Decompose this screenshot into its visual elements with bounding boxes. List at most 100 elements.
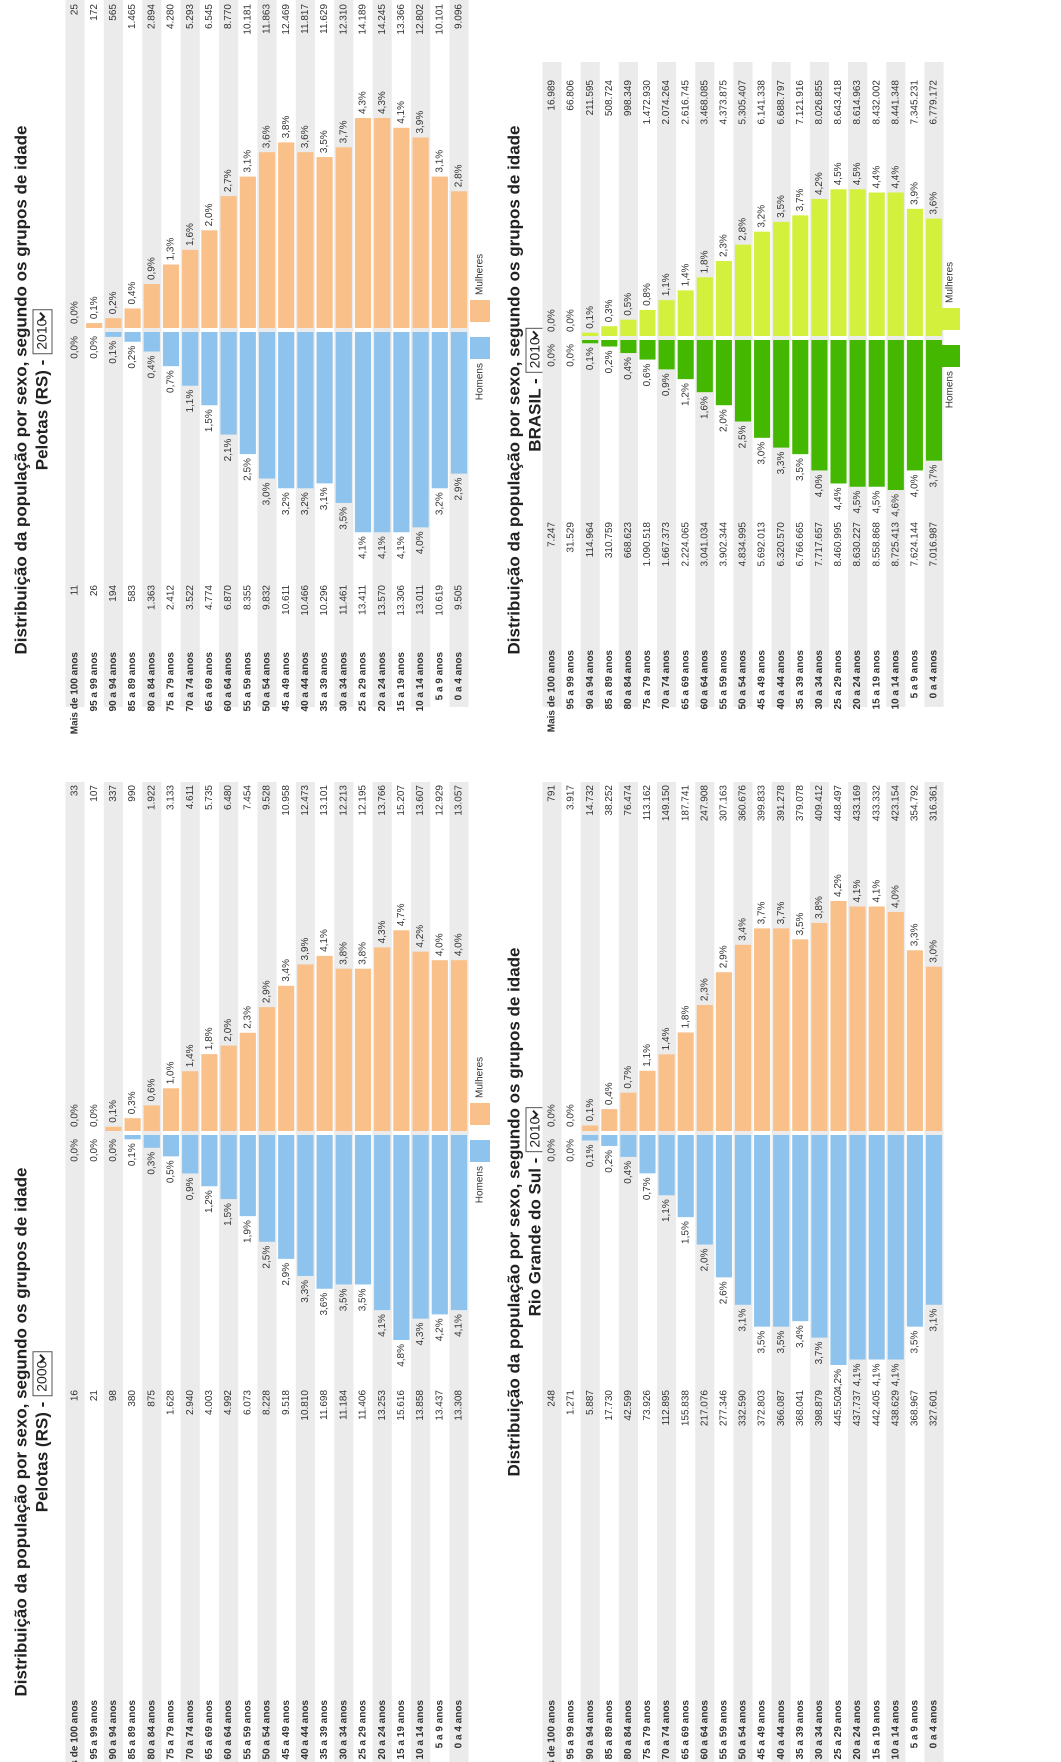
women-bar <box>773 928 790 1131</box>
women-count: 307.163 <box>719 785 730 822</box>
women-pct-label: 2,9% <box>262 980 273 1003</box>
age-label: 35 a 39 anos <box>795 1700 806 1760</box>
men-bar <box>220 331 237 435</box>
women-pct-label: 2,3% <box>242 1006 253 1029</box>
women-bar <box>715 261 732 336</box>
women-bar <box>639 309 656 336</box>
women-bar <box>677 1032 694 1131</box>
women-bar <box>412 951 429 1131</box>
women-bar <box>162 264 180 328</box>
men-pct-label: 3,2% <box>300 492 311 515</box>
men-bar <box>297 331 314 489</box>
age-label: 35 a 39 anos <box>319 1700 330 1760</box>
women-bar <box>431 176 448 328</box>
women-pct-label: 4,3% <box>358 91 369 114</box>
men-bar <box>677 340 694 380</box>
men-count: 1.271 <box>566 1390 577 1415</box>
women-bar <box>335 968 352 1131</box>
women-count: 15.207 <box>396 785 407 816</box>
women-count: 38.252 <box>604 785 615 816</box>
women-count: 6.779.172 <box>929 80 940 125</box>
age-label: Mais de 100 anos <box>70 1700 81 1762</box>
men-count: 21 <box>89 1390 100 1402</box>
women-pct-label: 2,8% <box>738 218 749 241</box>
men-pct-label: 0,6% <box>642 363 653 386</box>
women-bar <box>734 944 752 1131</box>
women-pct-label: 0,4% <box>604 1082 615 1105</box>
men-pct-label: 0,9% <box>661 373 672 396</box>
women-pct-label: 3,6% <box>262 125 273 148</box>
men-pct-label: 4,2% <box>833 1369 844 1392</box>
year-dropdown-value[interactable]: 2010 <box>527 1116 543 1147</box>
dropdown-arrow[interactable] <box>39 1354 46 1364</box>
row-stripe <box>103 782 124 1762</box>
men-count: 10.810 <box>300 1390 311 1421</box>
men-bar <box>601 1135 618 1146</box>
age-label: 20 a 24 anos <box>852 1700 863 1760</box>
women-pct-label: 3,6% <box>300 125 311 148</box>
women-bar <box>696 277 713 336</box>
men-pct-label: 1,5% <box>204 409 215 432</box>
age-label: 10 a 14 anos <box>890 650 901 710</box>
women-pct-label: 3,8% <box>358 942 369 965</box>
men-bar <box>887 340 904 490</box>
women-bar <box>450 960 468 1131</box>
men-pct-label: 0,0% <box>566 344 577 367</box>
women-pct-label: 1,4% <box>185 1044 196 1067</box>
women-pct-label: 3,5% <box>319 130 330 153</box>
women-count: 4.373.875 <box>719 80 730 125</box>
men-count: 6.073 <box>242 1390 253 1415</box>
women-count: 66.806 <box>566 80 577 111</box>
women-bar <box>887 911 904 1131</box>
age-label: 35 a 39 anos <box>319 652 330 712</box>
women-bar <box>601 1109 618 1131</box>
year-dropdown-value[interactable]: 2000 <box>34 1360 50 1391</box>
men-pct-label: 1,6% <box>699 396 710 419</box>
women-count: 149.150 <box>661 785 672 822</box>
women-count: 12.473 <box>300 785 311 816</box>
men-bar <box>450 1134 468 1311</box>
age-label: 60 a 64 anos <box>223 652 234 712</box>
women-count: 3.917 <box>566 785 577 810</box>
women-count: 433.169 <box>852 785 863 822</box>
age-label: 20 a 24 anos <box>852 650 863 710</box>
women-pct-label: 4,0% <box>454 933 465 956</box>
year-dropdown[interactable] <box>32 1351 53 1397</box>
age-label: 45 a 49 anos <box>757 650 768 710</box>
age-label: 85 a 89 anos <box>604 650 615 710</box>
year-dropdown[interactable] <box>32 309 53 355</box>
women-pct-label: 4,2% <box>415 925 426 948</box>
women-count: 10.958 <box>281 785 292 816</box>
men-bar <box>849 340 866 487</box>
women-count: 12.213 <box>338 785 349 816</box>
men-count: 368.041 <box>795 1390 806 1427</box>
men-bar <box>696 1134 713 1245</box>
women-count: 6.545 <box>204 4 215 29</box>
legend-swatch <box>470 1103 490 1125</box>
women-count: 12.195 <box>358 785 369 816</box>
women-pct-label: 1,0% <box>166 1061 177 1084</box>
women-bar <box>297 964 314 1131</box>
year-dropdown-value[interactable]: 2010 <box>34 318 50 349</box>
women-bar <box>868 906 885 1131</box>
men-count: 445.502 <box>833 1390 844 1427</box>
men-bar <box>754 339 771 438</box>
year-dropdown-value[interactable]: 2010 <box>527 337 543 368</box>
women-pct-label: 0,0% <box>70 1104 81 1127</box>
men-count: 668.623 <box>623 522 634 559</box>
age-label: 20 a 24 anos <box>377 1700 388 1760</box>
women-pct-label: 3,4% <box>281 959 292 982</box>
women-bar <box>316 157 333 328</box>
age-label: 70 a 74 anos <box>661 1700 672 1760</box>
men-count: 114.964 <box>585 522 596 558</box>
men-bar <box>143 1135 160 1148</box>
men-count: 13.306 <box>396 585 407 616</box>
age-label: 95 a 99 anos <box>89 652 100 712</box>
dropdown-arrow[interactable] <box>39 312 46 322</box>
men-pct-label: 0,0% <box>547 1139 558 1162</box>
dropdown-arrow[interactable] <box>532 330 539 341</box>
dropdown-arrow[interactable] <box>532 1109 539 1120</box>
men-bar <box>811 1135 828 1338</box>
age-label: 95 a 99 anos <box>89 1700 100 1760</box>
age-label: 85 a 89 anos <box>127 652 138 712</box>
